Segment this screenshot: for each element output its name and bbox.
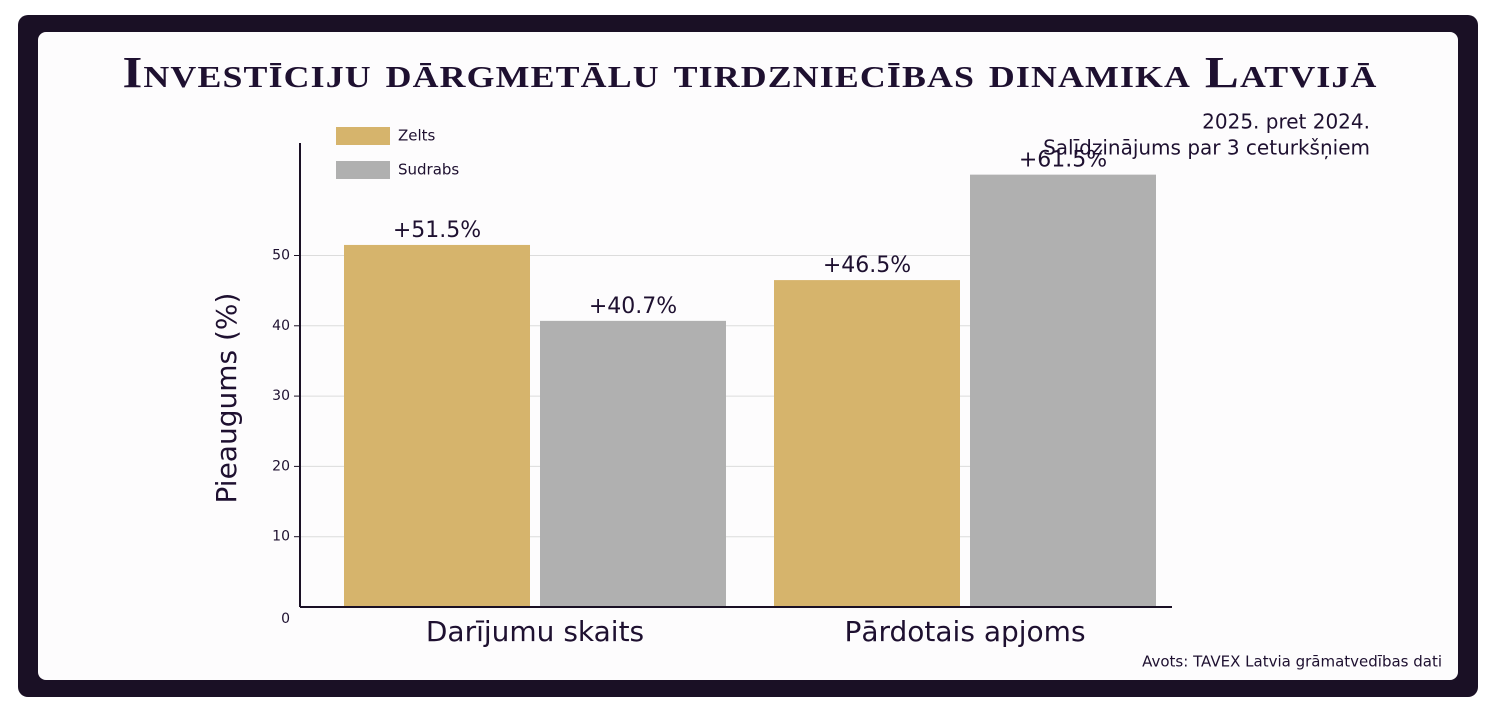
- y-tick-label: 10: [272, 529, 290, 545]
- value-label: +61.5%: [1019, 148, 1107, 173]
- legend-swatch: [336, 127, 390, 145]
- bar: [344, 244, 530, 607]
- bar: [970, 174, 1156, 608]
- value-label: +46.5%: [823, 253, 911, 278]
- y-tick-label: 50: [272, 247, 290, 263]
- y-tick-label: 0: [281, 611, 290, 627]
- y-tick-label: 20: [272, 458, 290, 474]
- subtitle: 2025. pret 2024.: [1202, 110, 1370, 134]
- x-tick-label: Darījumu skaits: [426, 615, 644, 648]
- legend-swatch: [336, 161, 390, 179]
- value-label: +40.7%: [589, 294, 677, 319]
- legend-label: Zelts: [398, 127, 436, 145]
- chart-title: Investīciju dārgmetālu tirdzniecības din…: [123, 48, 1378, 97]
- y-tick-label: 30: [272, 388, 290, 404]
- y-axis-title: Pieaugums (%): [210, 293, 243, 504]
- x-tick-label: Pārdotais apjoms: [844, 615, 1085, 648]
- source: Avots: TAVEX Latvia grāmatvedības dati: [1142, 653, 1442, 671]
- bar: [540, 320, 726, 607]
- value-label: +51.5%: [393, 218, 481, 243]
- y-tick-label: 40: [272, 318, 290, 334]
- bar: [774, 280, 960, 607]
- subtitle: Salīdzinājums par 3 ceturkšņiem: [1043, 136, 1370, 160]
- legend-label: Sudrabs: [398, 161, 459, 179]
